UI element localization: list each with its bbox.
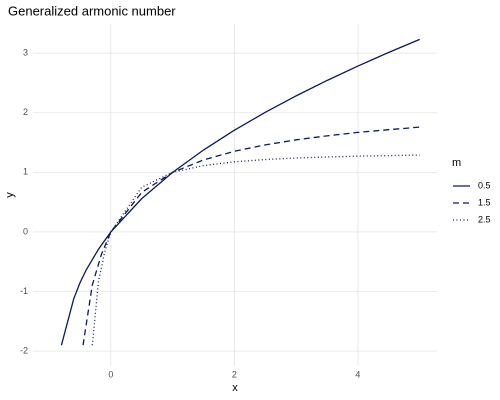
x-tick-label: 0 <box>108 369 113 379</box>
y-tick-label: -2 <box>20 345 28 355</box>
legend-title: m <box>452 157 461 169</box>
line <box>91 154 420 346</box>
y-tick-label: 1 <box>23 167 28 177</box>
line <box>60 38 420 346</box>
y-tick-label: 3 <box>23 48 28 58</box>
x-axis-title: x <box>232 382 238 394</box>
legend-label: 1.5 <box>478 197 491 207</box>
line <box>82 126 420 346</box>
x-tick-label: 2 <box>232 369 237 379</box>
chart-title: Generalized armonic number <box>8 3 176 18</box>
y-tick-label: 0 <box>23 226 28 236</box>
y-tick-label: 2 <box>23 107 28 117</box>
legend-label: 2.5 <box>478 214 491 224</box>
x-tick-label: 4 <box>355 369 360 379</box>
y-axis-title: y <box>4 192 16 198</box>
y-tick-label: -1 <box>20 286 28 296</box>
legend-label: 0.5 <box>478 180 491 190</box>
